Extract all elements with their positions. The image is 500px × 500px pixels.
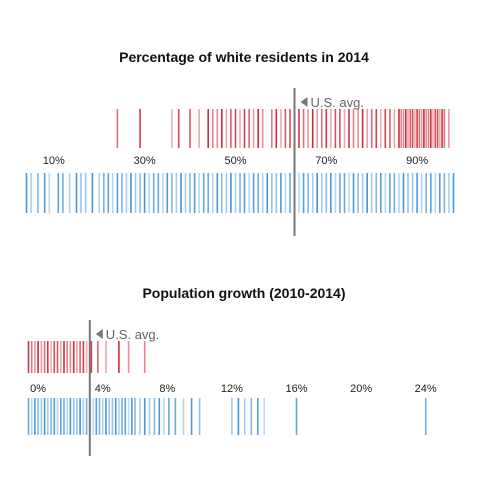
- tick-label: 16%: [285, 383, 307, 395]
- tick-labels: 0% 4% 8% 12% 16% 20% 24%: [30, 383, 437, 395]
- triangle-left-icon: [95, 329, 103, 339]
- chart-title: Percentage of white residents in 2014: [119, 49, 369, 65]
- us-average-label: U.S. avg.: [106, 327, 159, 342]
- tick-label: 4%: [95, 383, 111, 395]
- us-average-label: U.S. avg.: [311, 95, 364, 110]
- tick-label: 24%: [415, 383, 437, 395]
- tick-label: 8%: [159, 383, 175, 395]
- tick-label: 10%: [43, 155, 65, 167]
- red-strip: [116, 109, 450, 148]
- triangle-left-icon: [300, 97, 308, 107]
- tick-labels: 10% 30% 50% 70% 90%: [43, 155, 429, 167]
- tick-label: 20%: [350, 383, 372, 395]
- tick-label: 0%: [30, 383, 46, 395]
- tick-label: 30%: [134, 155, 156, 167]
- tick-label: 90%: [406, 155, 428, 167]
- blue-strip: [27, 398, 427, 435]
- tick-label: 50%: [224, 155, 246, 167]
- us-average-marker: U.S. avg.: [293, 88, 364, 236]
- white-residents-chart: Percentage of white residents in 2014 10…: [25, 49, 455, 236]
- red-strip: [27, 341, 146, 373]
- blue-strip: [25, 173, 455, 213]
- population-growth-chart: Population growth (2010-2014) 0% 4% 8% 12% 1…: [27, 285, 437, 456]
- chart-title: Population growth (2010-2014): [142, 285, 345, 301]
- us-average-marker: U.S. avg.: [88, 320, 159, 456]
- tick-label: 70%: [315, 155, 337, 167]
- tick-label: 12%: [221, 383, 243, 395]
